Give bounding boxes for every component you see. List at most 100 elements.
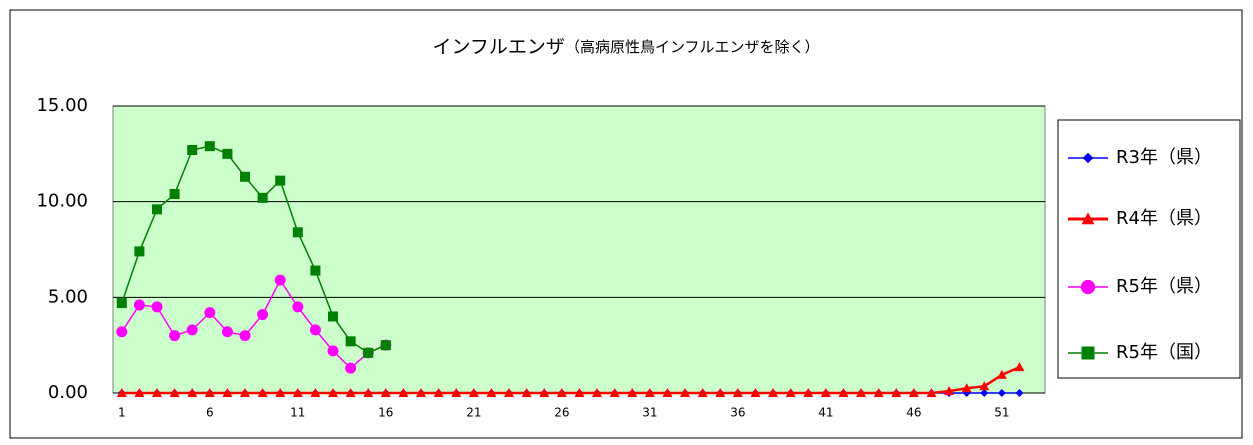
x-tick-label: 1 <box>118 406 126 420</box>
marker <box>697 388 708 397</box>
marker <box>345 388 356 397</box>
marker <box>627 388 638 397</box>
marker <box>186 324 198 336</box>
marker <box>152 388 163 397</box>
marker <box>609 388 620 397</box>
marker <box>363 347 374 358</box>
marker <box>187 388 198 397</box>
y-tick-label: 5.00 <box>48 286 88 307</box>
x-tick-label: 31 <box>642 406 657 420</box>
marker <box>873 388 884 397</box>
marker <box>961 383 972 393</box>
marker <box>451 388 462 397</box>
series-line <box>121 145 387 354</box>
y-tick-label: 0.00 <box>48 382 88 403</box>
x-tick-label: 6 <box>206 406 214 420</box>
marker <box>1014 362 1025 372</box>
legend-label: R5年（国） <box>1116 342 1212 363</box>
x-tick-label: 46 <box>906 406 921 420</box>
marker <box>363 388 374 397</box>
legend-marker <box>1081 346 1095 360</box>
marker <box>257 309 269 321</box>
marker <box>310 265 321 276</box>
marker <box>275 175 286 186</box>
x-tick-label: 21 <box>466 406 481 420</box>
series-line <box>121 278 387 370</box>
marker <box>1015 389 1024 397</box>
marker <box>416 388 427 397</box>
marker <box>468 388 479 397</box>
marker <box>134 388 145 397</box>
marker <box>328 388 339 397</box>
marker <box>980 389 989 397</box>
marker <box>504 388 515 397</box>
marker <box>204 141 215 152</box>
marker <box>309 324 321 336</box>
series-line <box>121 366 1020 395</box>
marker <box>169 189 180 200</box>
marker <box>292 301 304 313</box>
legend-label: R3年（県） <box>1116 147 1212 168</box>
x-tick-label: 26 <box>554 406 569 420</box>
marker <box>486 388 497 397</box>
x-tick-label: 41 <box>818 406 833 420</box>
marker <box>996 369 1007 379</box>
marker <box>257 192 268 203</box>
marker <box>997 389 1006 397</box>
marker <box>152 204 163 215</box>
plot-area <box>112 105 1046 394</box>
marker <box>310 388 321 397</box>
marker <box>221 326 233 338</box>
marker <box>820 388 831 397</box>
marker <box>521 388 532 397</box>
marker <box>240 171 251 182</box>
marker <box>133 299 145 311</box>
legend-marker <box>1081 212 1095 225</box>
marker <box>169 330 181 342</box>
x-tick-label: 36 <box>730 406 745 420</box>
marker <box>944 386 955 396</box>
legend-marker <box>1082 152 1094 164</box>
x-tick-label: 51 <box>994 406 1009 420</box>
marker <box>768 388 779 397</box>
marker <box>680 388 691 397</box>
marker <box>644 388 655 397</box>
marker <box>891 388 902 397</box>
marker <box>732 388 743 397</box>
marker <box>257 388 268 397</box>
marker <box>380 388 391 397</box>
marker <box>275 388 286 397</box>
marker <box>750 388 761 397</box>
marker <box>856 388 867 397</box>
marker <box>345 336 356 347</box>
y-tick-label: 15.00 <box>36 95 88 116</box>
marker <box>116 388 127 397</box>
marker <box>327 345 339 357</box>
marker <box>908 388 919 397</box>
marker <box>592 388 603 397</box>
marker <box>328 311 339 322</box>
y-tick-label: 10.00 <box>36 191 88 212</box>
marker <box>380 340 391 351</box>
marker <box>151 301 163 313</box>
marker <box>785 388 796 397</box>
marker <box>838 388 849 397</box>
marker <box>222 388 233 397</box>
x-tick-label: 16 <box>378 406 393 420</box>
marker <box>556 388 567 397</box>
marker <box>222 148 233 159</box>
marker <box>116 298 127 309</box>
legend-marker <box>1080 279 1096 295</box>
marker <box>204 388 215 397</box>
legend-label: R4年（県） <box>1116 208 1212 229</box>
legend-label: R5年（県） <box>1116 276 1212 297</box>
marker <box>926 388 937 397</box>
subtitle: （高病原性鳥インフルエンザを除く） <box>565 38 820 56</box>
marker <box>979 381 990 391</box>
marker <box>116 326 128 338</box>
marker <box>240 388 251 397</box>
title: インフルエンザ <box>433 36 565 58</box>
marker <box>292 227 303 238</box>
marker <box>134 246 145 257</box>
